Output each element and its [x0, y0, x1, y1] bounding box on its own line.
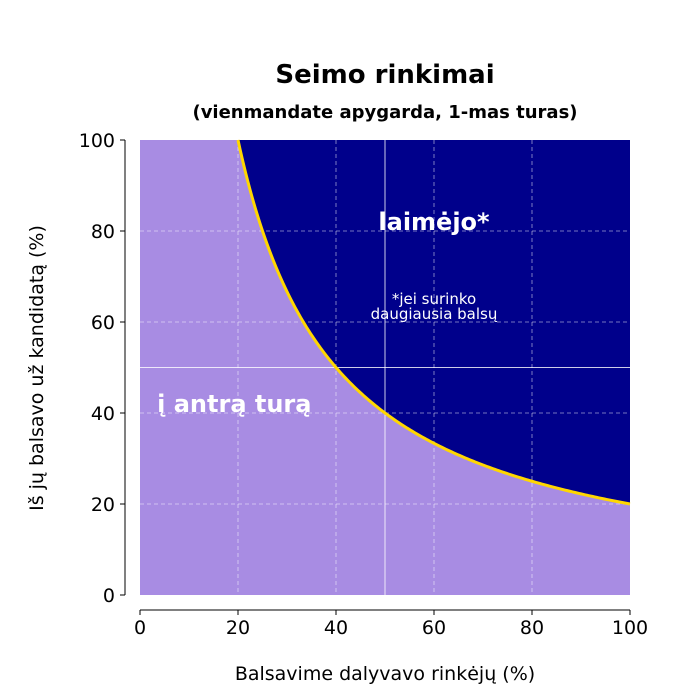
threshold-curve	[236, 139, 631, 506]
x-tick-label-40: 40	[324, 617, 348, 639]
y-tick-label-20: 20	[91, 494, 115, 516]
chart-subtitle: (vienmandate apygarda, 1-mas turas)	[192, 102, 578, 123]
x-tick-label-60: 60	[422, 617, 446, 639]
x-tick-label-0: 0	[134, 617, 146, 639]
region-label-winner: laimėjo*	[378, 208, 490, 236]
x-tick-label-80: 80	[520, 617, 544, 639]
y-tick-label-100: 100	[79, 130, 115, 152]
region-note-line-2: daugiausia balsų	[371, 305, 498, 323]
x-axis-label: Balsavime dalyvavo rinkėjų (%)	[234, 663, 536, 685]
x-tick-label-100: 100	[612, 617, 648, 639]
y-tick-label-80: 80	[91, 221, 115, 243]
region-label-runoff: į antrą turą	[157, 390, 311, 418]
y-tick-label-60: 60	[91, 312, 115, 334]
y-tick-label-40: 40	[91, 403, 115, 425]
y-tick-label-0: 0	[103, 585, 115, 607]
chart-title: Seimo rinkimai	[275, 60, 495, 90]
x-tick-label-20: 20	[226, 617, 250, 639]
region-note-line-1: *jei surinko	[392, 290, 476, 308]
